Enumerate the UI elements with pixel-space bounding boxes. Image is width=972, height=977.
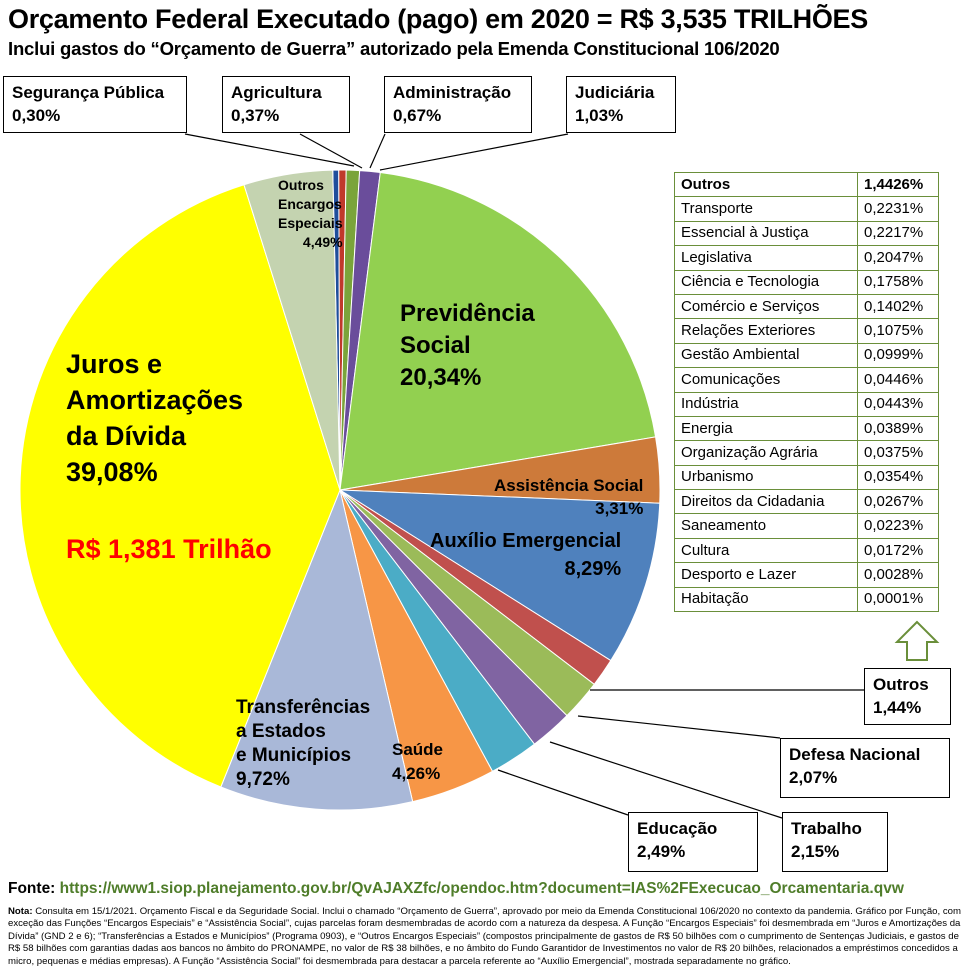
table-cell-name: Urbanismo [674,464,858,491]
table-cell-value: 0,0999% [857,342,939,369]
label-trabalho: Trabalho 2,15% [782,812,888,872]
table-cell-name: Saneamento [674,513,858,539]
table-row: Gestão Ambiental 0,0999% [674,342,939,369]
pie-slice-6 [338,489,661,662]
table-row: Urbanismo 0,0354% [674,464,939,491]
table-cell-value: 0,0389% [857,415,939,442]
table-row: Direitos da Cidadania 0,0267% [674,489,939,515]
table-row: Organização Agrária 0,0375% [674,440,939,466]
leader-defesa [577,715,781,739]
leader-trabalho [549,741,783,819]
label-previdencia-social: Previdência Social 20,34% [400,300,535,391]
leader-seguranca [184,133,355,167]
others-breakdown-table: Outros 1,4426% Transporte 0,2231% Essencia… [674,171,939,613]
note-body: Consulta em 15/1/2021. Orçamento Fiscal … [8,906,961,967]
table-cell-value: 0,1758% [857,269,939,295]
table-cell-name: Organização Agrária [674,440,858,466]
pie-slice-4 [339,171,657,491]
table-cell-value: 0,2231% [857,196,939,222]
source-url[interactable]: https://www1.siop.planejamento.gov.br/Qv… [59,880,904,897]
table-header-row: Outros 1,4426% [674,171,939,198]
table-row: Indústria 0,0443% [674,391,939,417]
table-cell-value: 0,0443% [857,391,939,417]
label-saude: Saúde 4,26% [392,740,444,783]
leader-judiciaria [379,133,569,171]
table-cell-name: Comunicações [674,367,858,393]
leader-educacao [497,769,629,816]
leader-agricultura [299,133,363,169]
table-row: Transporte 0,2231% [674,196,939,222]
label-assistencia-social: Assistência Social 3,31% [494,476,644,518]
table-header-value: 1,4426% [857,171,939,198]
leader-administracao [369,133,386,169]
table-cell-name: Gestão Ambiental [674,342,858,369]
table-cell-name: Direitos da Cidadania [674,489,858,515]
table-row: Saneamento 0,0223% [674,513,939,539]
label-agricultura: Agricultura 0,37% [222,76,350,133]
table-cell-name: Relações Exteriores [674,318,858,344]
table-cell-name: Essencial à Justiça [674,220,858,247]
table-cell-value: 0,0354% [857,464,939,491]
pie-slice-14 [243,169,341,491]
source-label: Fonte: [8,880,56,897]
label-administracao: Administração 0,67% [384,76,532,133]
label-outros: Outros 1,44% [864,668,951,725]
table-row: Desporto e Lazer 0,0028% [674,562,939,588]
label-educacao: Educação 2,49% [628,812,758,872]
table-cell-value: 0,0267% [857,489,939,515]
table-row: Comércio e Serviços 0,1402% [674,293,939,320]
table-cell-value: 0,0028% [857,562,939,588]
note-text: Nota: Consulta em 15/1/2021. Orçamento F… [8,906,966,968]
label-judiciaria: Judiciária 1,03% [566,76,676,133]
table-cell-name: Habitação [674,586,858,613]
table-cell-value: 0,2047% [857,245,939,271]
table-cell-name: Comércio e Serviços [674,293,858,320]
table-cell-value: 0,0223% [857,513,939,539]
table-row: Comunicações 0,0446% [674,367,939,393]
table-cell-value: 0,0375% [857,440,939,466]
table-cell-name: Ciência e Tecnologia [674,269,858,295]
table-cell-value: 0,0172% [857,537,939,564]
table-row: Ciência e Tecnologia 0,1758% [674,269,939,295]
page-title: Orçamento Federal Executado (pago) em 20… [8,4,868,34]
label-juros-amortizacoes: Juros e Amortizações da Dívida 39,08% [66,349,244,487]
table-row: Energia 0,0389% [674,415,939,442]
up-arrow-icon [894,620,940,661]
label-transferencias: Transferências a Estados e Municípios 9,… [236,697,371,790]
pie-slice-12 [220,488,414,811]
label-outros-encargos: Outros Encargos Especiais 4,49% [278,177,343,250]
table-cell-name: Indústria [674,391,858,417]
table-cell-value: 0,0446% [857,367,939,393]
pie-slice-13 [19,184,341,788]
page-subtitle: Inclui gastos do “Orçamento de Guerra” a… [8,38,780,59]
source-footer: Fonte: https://www1.siop.planejamento.go… [8,880,904,898]
label-defesa-nacional: Defesa Nacional 2,07% [780,738,950,798]
table-row: Habitação 0,0001% [674,586,939,613]
table-cell-name: Legislativa [674,245,858,271]
table-cell-value: 0,0001% [857,586,939,613]
table-cell-name: Transporte [674,196,858,222]
table-cell-value: 0,1075% [857,318,939,344]
table-cell-name: Energia [674,415,858,442]
note-label: Nota: [8,906,33,917]
table-cell-value: 0,1402% [857,293,939,320]
table-row: Relações Exteriores 0,1075% [674,318,939,344]
table-cell-name: Desporto e Lazer [674,562,858,588]
table-cell-name: Cultura [674,537,858,564]
label-auxilio-emergencial: Auxílio Emergencial 8,29% [430,530,622,580]
table-cell-value: 0,2217% [857,220,939,247]
table-row: Legislativa 0,2047% [674,245,939,271]
label-seguranca-publica: Segurança Pública 0,30% [3,76,187,133]
table-row: Cultura 0,0172% [674,537,939,564]
table-header-name: Outros [674,171,858,198]
table-row: Essencial à Justiça 0,2217% [674,220,939,247]
label-juros-callout: R$ 1,381 Trilhão [66,534,272,564]
